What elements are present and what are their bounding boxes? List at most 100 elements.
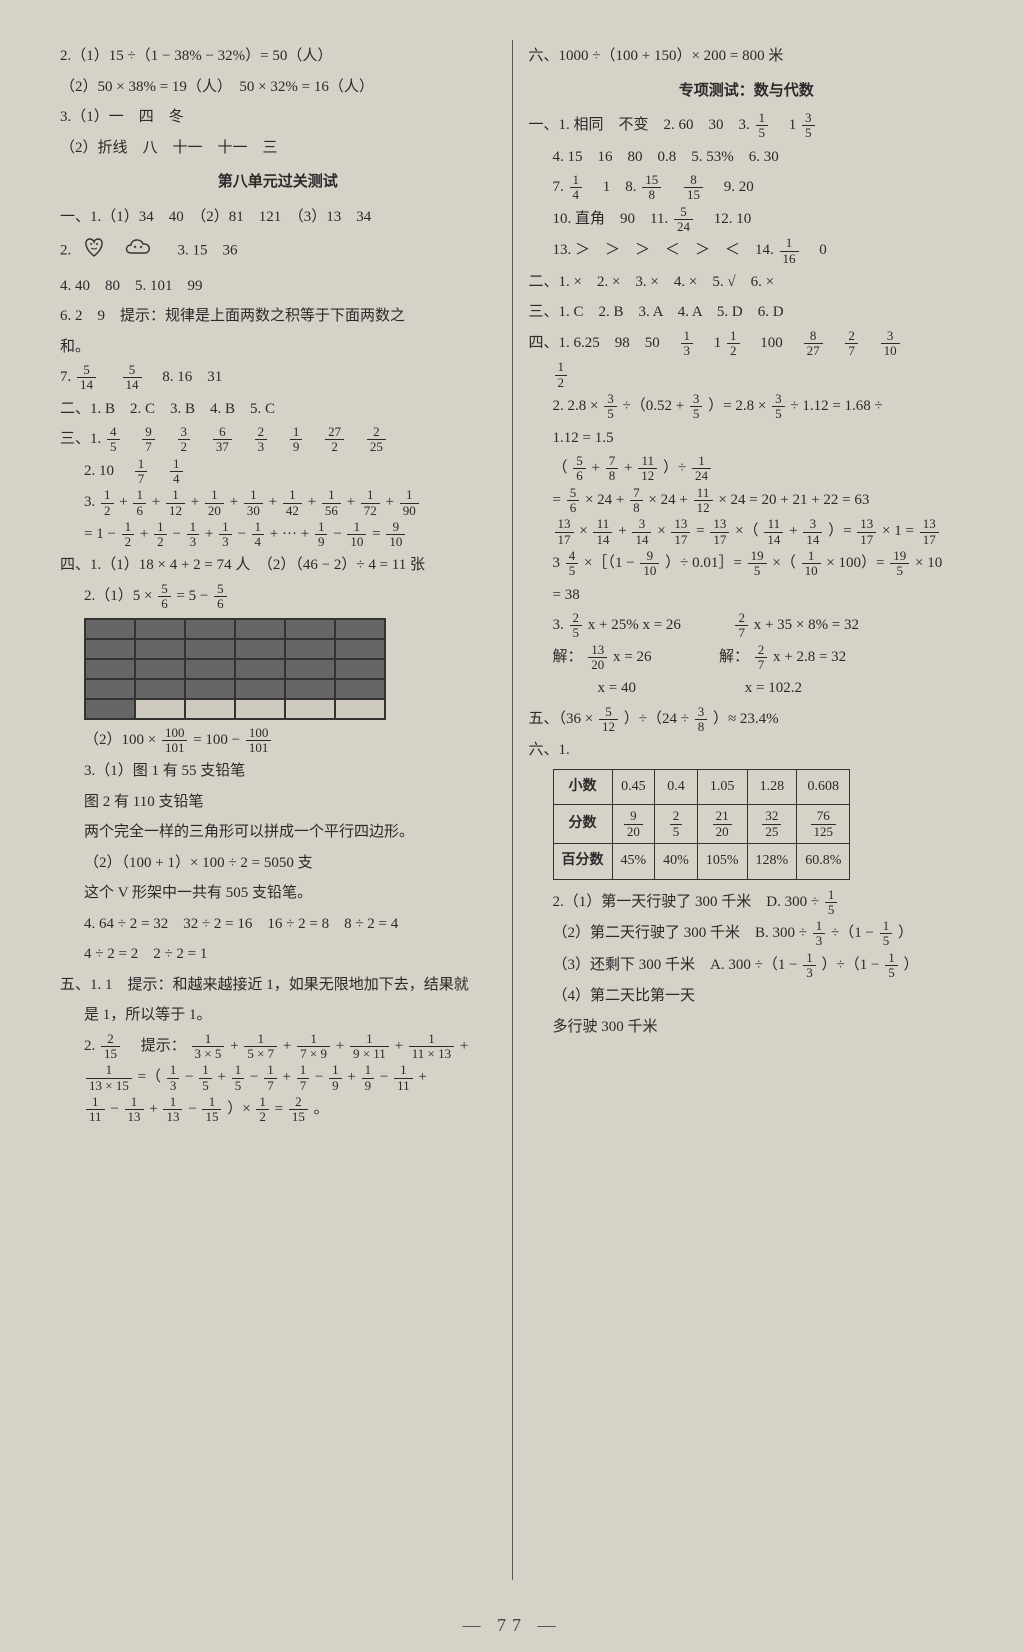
label: 四、1. 6.25 98 50 xyxy=(529,335,660,351)
text-line: 3 45 ×［（1 − 910 ）÷ 0.01］= 195 ×（ 110 × 1… xyxy=(529,549,965,579)
label: × xyxy=(579,524,587,540)
fraction: 15 xyxy=(199,1063,212,1093)
label: = 1 − xyxy=(84,526,116,542)
fraction: 111 xyxy=(86,1095,105,1125)
table-cell: 0.45 xyxy=(612,769,655,805)
section-title-unit8: 第八单元过关测试 xyxy=(60,168,496,197)
text-line: 2.（1）第一天行驶了 300 千米 D. 300 ÷ 15 xyxy=(529,888,965,918)
fraction: 1112 xyxy=(638,454,657,484)
table-header: 小数 xyxy=(553,769,612,805)
fraction: 110 xyxy=(802,549,821,579)
fraction: 116 xyxy=(780,236,799,266)
text-line: 111 − 113 + 113 − 115 ）× 12 = 215 。 xyxy=(60,1095,496,1125)
label: 2. xyxy=(60,243,71,259)
label: x = 40 xyxy=(598,680,636,696)
fraction: 15 xyxy=(232,1063,245,1093)
table-cell: 0.4 xyxy=(655,769,698,805)
two-columns: 2.（1）15 ÷（1 − 38% − 32%）= 50（人） （2）50 × … xyxy=(48,40,976,1580)
text-line: 图 2 有 110 支铅笔 xyxy=(60,788,496,817)
text-line: （2）100 × 100101 = 100 − 100101 xyxy=(60,726,496,756)
fraction: 35 xyxy=(802,111,815,141)
label: 一、1. 相同 不变 2. 60 30 3. xyxy=(529,117,750,133)
label: × 10 xyxy=(915,555,942,571)
label: ）÷ 0.01］= xyxy=(665,555,742,571)
table-cell: 2120 xyxy=(697,805,747,844)
fraction: 1114 xyxy=(593,517,612,547)
label: （ xyxy=(553,460,568,476)
label: 2.（1）第一天行驶了 300 千米 D. 300 ÷ xyxy=(553,894,820,910)
table-cell: 76125 xyxy=(797,805,850,844)
label: + xyxy=(789,524,797,540)
fraction: 19 × 11 xyxy=(350,1032,389,1062)
label: × 24 + xyxy=(648,492,687,508)
fraction: 56 xyxy=(214,582,227,612)
label: ×［（1 − xyxy=(584,555,635,571)
label: 三、1. xyxy=(60,431,101,447)
text-line: 2. 3. 15 36 xyxy=(60,233,496,270)
text-line: 三、1. C 2. B 3. A 4. A 5. D 6. D xyxy=(529,298,965,327)
fraction: 78 xyxy=(630,486,643,516)
fraction: 45 xyxy=(566,549,579,579)
fraction: 156 xyxy=(322,488,341,518)
fraction: 100101 xyxy=(162,726,188,756)
label: x = 26 xyxy=(613,649,651,665)
left-column: 2.（1）15 ÷（1 − 38% − 32%）= 50（人） （2）50 × … xyxy=(48,40,508,1580)
fraction: 1317 xyxy=(857,517,876,547)
fraction: 225 xyxy=(367,425,386,455)
text-line: 4. 40 80 5. 101 99 xyxy=(60,272,496,301)
text-line: （ 56 + 78 + 1112 ）÷ 124 xyxy=(529,454,965,484)
fraction: 13 xyxy=(681,329,694,359)
fraction: 215 xyxy=(289,1095,308,1125)
fraction: 13 × 5 xyxy=(192,1032,225,1062)
fraction: 15 xyxy=(825,888,838,918)
fraction: 12 xyxy=(256,1095,269,1125)
fraction: 215 xyxy=(101,1032,120,1062)
text-line: 一、1. 相同 不变 2. 60 30 3. 15 1 35 xyxy=(529,111,965,141)
text-line: 二、1. × 2. × 3. × 4. × 5. √ 6. × xyxy=(529,268,965,297)
fraction: 14 xyxy=(170,457,183,487)
label: = xyxy=(553,492,561,508)
fraction: 56 xyxy=(567,486,580,516)
fraction: 1112 xyxy=(694,486,713,516)
heart-icon xyxy=(81,233,107,270)
table-cell: 45% xyxy=(612,844,655,880)
text-line: 多行驶 300 千米 xyxy=(529,1013,965,1042)
label: × 24 + xyxy=(585,492,624,508)
fraction: 124 xyxy=(692,454,711,484)
table-cell: 128% xyxy=(747,844,797,880)
fraction: 158 xyxy=(642,173,661,203)
fraction: 12 xyxy=(727,329,740,359)
fraction: 314 xyxy=(803,517,822,547)
text-line: （3）还剩下 300 千米 A. 300 ÷（1 − 13 ）÷（1 − 15 … xyxy=(529,951,965,981)
label: = 100 − xyxy=(193,732,240,748)
table-header: 百分数 xyxy=(553,844,612,880)
label: x = 102.2 xyxy=(745,680,802,696)
text-line: 两个完全一样的三角形可以拼成一个平行四边形。 xyxy=(60,818,496,847)
label: ）× xyxy=(227,1101,250,1117)
text-line: 3. 12 + 16 + 112 + 120 + 130 + 142 + 156… xyxy=(60,488,496,518)
label: ×（ xyxy=(735,524,758,540)
label: 13. ＞ ＞ ＞ ＜ ＞ ＜ 14. xyxy=(553,243,774,259)
section-title-topic: 专项测试：数与代数 xyxy=(529,77,965,106)
text-line: 7. 514 514 8. 16 31 xyxy=(60,363,496,393)
text-line: 6. 2 9 提示：规律是上面两数之积等于下面两数之 xyxy=(60,302,496,331)
fraction: 637 xyxy=(213,425,232,455)
text-line: （2）（100 + 1）× 100 ÷ 2 = 5050 支 xyxy=(60,849,496,878)
fraction: 1317 xyxy=(555,517,574,547)
fraction: 78 xyxy=(606,454,619,484)
table-cell: 60.8% xyxy=(797,844,850,880)
text-line: 四、1.（1）18 × 4 + 2 = 74 人 （2）（46 − 2）÷ 4 … xyxy=(60,551,496,580)
label: 100 xyxy=(745,335,783,351)
label: + xyxy=(618,524,626,540)
label: 解： xyxy=(719,649,749,665)
fraction: 815 xyxy=(684,173,703,203)
fraction: 1317 xyxy=(710,517,729,547)
fraction: 23 xyxy=(255,425,268,455)
text-line: 2. 215 提示： 13 × 5 + 15 × 7 + 17 × 9 + 19… xyxy=(60,1032,496,1062)
text-line: 3.（1）图 1 有 55 支铅笔 xyxy=(60,757,496,786)
text-line: 六、1000 ÷（100 + 150）× 200 = 800 米 xyxy=(529,42,965,71)
text-line: 2. 10 17 14 xyxy=(60,457,496,487)
text-line: 五、（36 × 512 ）÷（24 ÷ 38 ）≈ 23.4% xyxy=(529,705,965,735)
label: × 24 = 20 + 21 + 22 = 63 xyxy=(718,492,869,508)
text-line: 是 1，所以等于 1。 xyxy=(60,1001,496,1030)
